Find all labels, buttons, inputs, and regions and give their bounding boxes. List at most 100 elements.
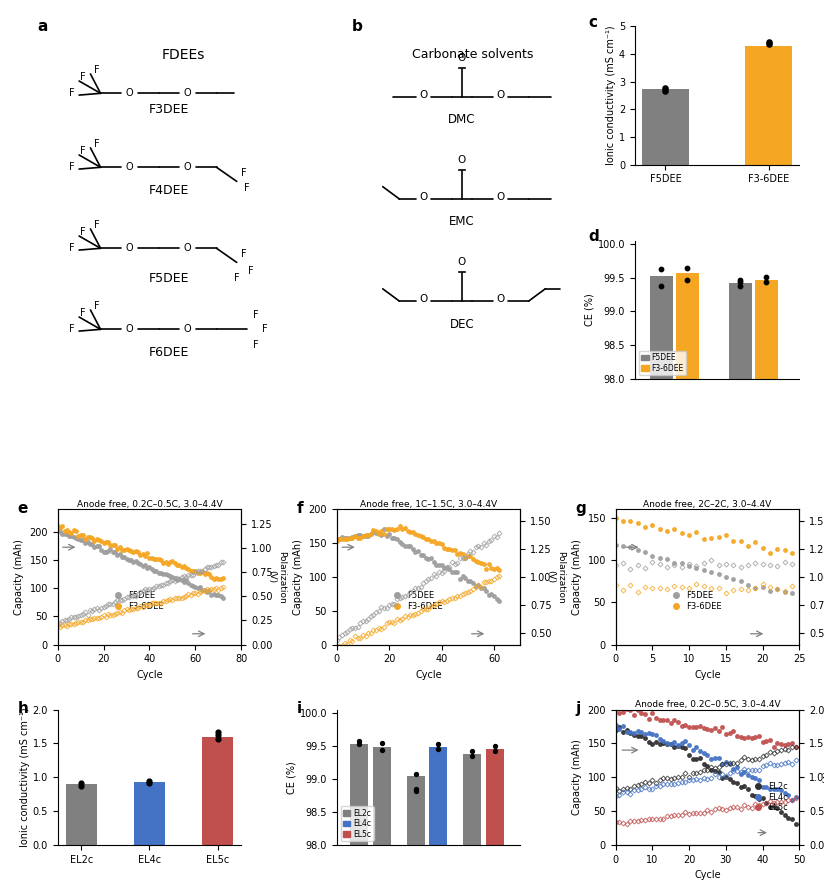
Text: F: F xyxy=(80,72,86,83)
Point xyxy=(211,728,224,742)
Y-axis label: CE (%): CE (%) xyxy=(287,761,297,794)
Text: F3DEE: F3DEE xyxy=(148,103,189,115)
Text: F: F xyxy=(253,311,259,320)
Text: O: O xyxy=(126,243,133,253)
Point xyxy=(211,725,224,739)
Bar xyxy=(202,737,233,845)
Text: a: a xyxy=(38,19,48,34)
Text: F: F xyxy=(234,274,240,283)
Text: F: F xyxy=(262,325,267,334)
Text: F: F xyxy=(94,65,100,76)
Point xyxy=(466,744,479,759)
Text: FDEEs: FDEEs xyxy=(162,48,205,62)
Point xyxy=(75,775,88,789)
Point xyxy=(760,270,773,284)
Legend: F5DEE, F3-6DEE: F5DEE, F3-6DEE xyxy=(385,588,447,614)
Legend: EL2c, EL4c, EL5c: EL2c, EL4c, EL5c xyxy=(746,779,791,816)
Text: F: F xyxy=(241,249,247,259)
Title: Anode free, 1C–1.5C, 3.0–4.4V: Anode free, 1C–1.5C, 3.0–4.4V xyxy=(360,500,497,509)
Text: f: f xyxy=(297,502,303,517)
Legend: EL2c, EL4c, EL5c: EL2c, EL4c, EL5c xyxy=(340,806,374,841)
Text: F: F xyxy=(68,243,74,253)
Text: DEC: DEC xyxy=(450,318,475,331)
Text: g: g xyxy=(575,502,586,517)
Point xyxy=(375,744,388,758)
Point xyxy=(75,779,88,793)
Point xyxy=(489,739,502,753)
Bar xyxy=(66,784,96,845)
Bar xyxy=(407,775,425,845)
Text: F: F xyxy=(241,167,247,178)
Point xyxy=(466,749,479,763)
Y-axis label: Ionic conductivity (mS cm⁻¹): Ionic conductivity (mS cm⁻¹) xyxy=(606,26,616,165)
Point xyxy=(681,261,694,275)
Text: O: O xyxy=(419,192,428,202)
Bar xyxy=(429,747,447,845)
Y-axis label: Capacity (mAh): Capacity (mAh) xyxy=(572,739,582,815)
Point xyxy=(375,736,388,750)
Text: e: e xyxy=(17,502,28,517)
Text: b: b xyxy=(352,19,363,34)
Bar xyxy=(746,47,792,165)
Text: i: i xyxy=(297,701,302,716)
Text: EMC: EMC xyxy=(449,216,475,229)
Point xyxy=(410,766,423,781)
Point xyxy=(410,781,423,796)
Point xyxy=(659,84,672,99)
Bar xyxy=(463,754,481,845)
Point xyxy=(410,784,423,798)
Text: d: d xyxy=(589,230,600,245)
Text: O: O xyxy=(496,90,504,100)
Y-axis label: CE (%): CE (%) xyxy=(585,293,595,326)
Legend: F5DEE, F3-6DEE: F5DEE, F3-6DEE xyxy=(639,351,686,375)
Bar xyxy=(350,744,368,845)
Y-axis label: Polarization
(V): Polarization (V) xyxy=(819,751,824,803)
Text: O: O xyxy=(184,162,191,172)
Text: F6DEE: F6DEE xyxy=(148,346,189,359)
X-axis label: Cycle: Cycle xyxy=(415,670,442,680)
Point xyxy=(654,279,667,293)
Text: F: F xyxy=(68,88,74,99)
Text: Carbonate solvents: Carbonate solvents xyxy=(412,48,533,61)
Text: F: F xyxy=(253,341,259,350)
Text: F5DEE: F5DEE xyxy=(148,272,189,285)
Point xyxy=(143,776,156,790)
Text: O: O xyxy=(184,88,191,99)
Point xyxy=(733,279,747,293)
Text: F: F xyxy=(80,146,86,157)
Text: O: O xyxy=(126,325,133,334)
Text: F: F xyxy=(68,325,74,334)
Point xyxy=(353,734,366,748)
Text: O: O xyxy=(496,192,504,202)
Text: F: F xyxy=(248,267,254,276)
Text: O: O xyxy=(126,162,133,172)
Point xyxy=(489,744,502,759)
Text: O: O xyxy=(419,295,428,304)
Point xyxy=(143,774,156,788)
Bar xyxy=(372,747,391,845)
Point xyxy=(432,742,445,756)
Text: F: F xyxy=(94,220,100,231)
Y-axis label: Ionic conductivity (mS cm⁻¹): Ionic conductivity (mS cm⁻¹) xyxy=(20,708,30,847)
Point xyxy=(762,36,775,50)
Text: O: O xyxy=(126,88,133,99)
Text: F: F xyxy=(68,162,74,172)
X-axis label: Cycle: Cycle xyxy=(694,870,721,880)
Title: Anode free, 0.2C–0.5C, 3.0–4.4V: Anode free, 0.2C–0.5C, 3.0–4.4V xyxy=(634,700,780,708)
Y-axis label: Capacity (mAh): Capacity (mAh) xyxy=(14,539,24,615)
Text: DMC: DMC xyxy=(448,114,475,126)
Legend: F5DEE, F3-6DEE: F5DEE, F3-6DEE xyxy=(105,588,167,614)
Bar xyxy=(486,749,504,845)
Point xyxy=(733,275,747,290)
Point xyxy=(659,81,672,95)
Point xyxy=(211,732,224,746)
Y-axis label: Capacity (mAh): Capacity (mAh) xyxy=(293,539,303,615)
Text: F: F xyxy=(80,227,86,238)
Text: F: F xyxy=(80,309,86,319)
Point xyxy=(353,737,366,752)
Bar xyxy=(755,280,778,378)
Text: c: c xyxy=(589,15,597,30)
Text: O: O xyxy=(184,243,191,253)
Text: F4DEE: F4DEE xyxy=(148,184,189,197)
Text: O: O xyxy=(184,325,191,334)
